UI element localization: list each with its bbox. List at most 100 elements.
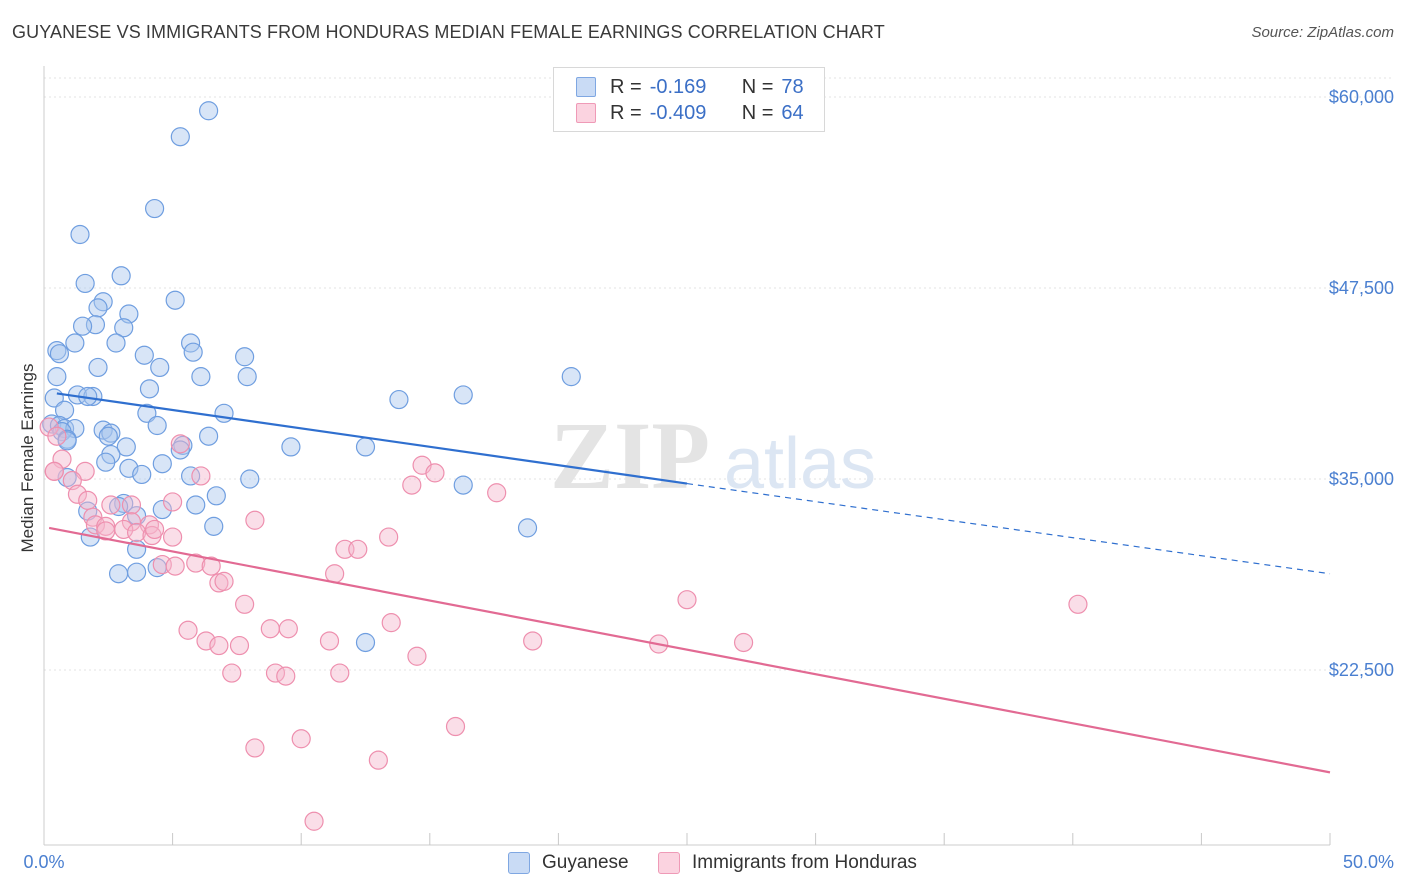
- y-tick-label: $35,000: [1329, 469, 1394, 489]
- point-honduras: [229, 635, 250, 656]
- point-honduras: [1068, 594, 1088, 614]
- point-honduras: [487, 483, 507, 503]
- point-guyanese: [49, 344, 70, 364]
- point-honduras: [47, 426, 67, 446]
- trend-lines: [48, 392, 1331, 774]
- point-honduras: [85, 515, 106, 535]
- y-axis-label: Median Female Earnings: [18, 364, 37, 553]
- point-honduras: [235, 594, 255, 614]
- point-guyanese: [139, 379, 160, 399]
- point-honduras: [379, 527, 399, 547]
- point-honduras: [319, 631, 340, 651]
- point-honduras: [325, 564, 345, 584]
- point-guyanese: [88, 298, 108, 318]
- point-guyanese: [137, 403, 157, 423]
- point-honduras: [276, 666, 296, 686]
- legend-row-guyanese: R = -0.169 N = 78: [576, 75, 804, 99]
- point-honduras: [170, 434, 190, 454]
- point-guyanese: [126, 562, 147, 582]
- chart-source: Source: ZipAtlas.com: [1251, 24, 1394, 41]
- point-guyanese: [47, 341, 67, 361]
- point-honduras: [368, 750, 388, 770]
- point-honduras: [425, 463, 445, 483]
- point-guyanese: [93, 420, 113, 440]
- point-guyanese: [237, 367, 257, 387]
- series-name: Immigrants from Honduras: [692, 852, 917, 873]
- point-guyanese: [186, 495, 206, 515]
- point-honduras: [191, 466, 211, 486]
- point-honduras: [348, 539, 368, 559]
- trend-line-honduras: [48, 526, 1331, 774]
- axis-labels: Median Female Earnings $60,000 $47,500 $35…: [18, 87, 1394, 872]
- point-honduras: [165, 556, 185, 576]
- point-honduras: [121, 495, 142, 515]
- legend-n-value: 64: [781, 101, 804, 124]
- point-guyanese: [355, 632, 376, 653]
- point-guyanese: [152, 499, 172, 520]
- point-guyanese: [199, 426, 219, 446]
- point-honduras: [201, 556, 221, 576]
- x-tick-label-max: 50.0%: [1343, 852, 1394, 872]
- legend-r-label: R =: [610, 101, 642, 124]
- point-guyanese: [281, 437, 301, 457]
- point-honduras: [163, 492, 183, 512]
- point-honduras: [209, 635, 229, 656]
- point-honduras: [126, 522, 147, 543]
- legend-n-label: N =: [741, 101, 774, 124]
- point-guyanese: [199, 101, 219, 121]
- series-legend-honduras: Immigrants from Honduras: [658, 852, 917, 874]
- series-swatch-honduras: [658, 852, 680, 874]
- point-guyanese: [181, 466, 201, 486]
- point-honduras: [402, 475, 422, 495]
- legend-swatch-guyanese: [576, 77, 596, 97]
- point-guyanese: [144, 198, 165, 219]
- chart-title: GUYANESE VS IMMIGRANTS FROM HONDURAS MED…: [12, 22, 885, 42]
- axes: [43, 66, 1331, 846]
- point-honduras: [78, 490, 98, 510]
- point-honduras: [178, 620, 198, 640]
- legend-swatch-honduras: [576, 103, 596, 123]
- point-guyanese: [235, 347, 255, 367]
- legend-n-label: N =: [741, 75, 774, 98]
- series-legend: Guyanese Immigrants from Honduras: [0, 852, 1406, 878]
- point-guyanese: [111, 266, 131, 286]
- point-guyanese: [152, 454, 172, 474]
- legend-r-value: -0.169: [649, 75, 707, 98]
- point-guyanese: [75, 273, 95, 294]
- point-guyanese: [134, 345, 154, 365]
- point-guyanese: [206, 486, 226, 506]
- point-guyanese: [96, 452, 116, 472]
- point-guyanese: [132, 464, 152, 485]
- point-honduras: [144, 519, 165, 540]
- point-honduras: [67, 484, 88, 504]
- point-honduras: [245, 510, 265, 530]
- correlation-legend: R = -0.169 N = 78 R = -0.409 N = 64: [553, 67, 825, 132]
- point-guyanese: [88, 357, 108, 378]
- point-honduras: [214, 571, 234, 591]
- point-guyanese: [47, 367, 67, 387]
- point-honduras: [222, 663, 242, 683]
- point-guyanese: [165, 290, 185, 310]
- point-guyanese: [106, 333, 126, 353]
- watermark-zip: ZIP: [550, 402, 710, 509]
- point-honduras: [96, 521, 116, 541]
- point-guyanese: [70, 224, 90, 245]
- point-guyanese: [93, 292, 113, 312]
- trend-line-guyanese-extension: [686, 482, 1331, 575]
- legend-r-label: R =: [610, 75, 642, 98]
- point-honduras: [381, 613, 401, 633]
- x-tick-label-min: 0.0%: [23, 852, 64, 872]
- point-guyanese: [147, 415, 167, 436]
- point-honduras: [523, 631, 543, 651]
- point-honduras: [52, 449, 72, 469]
- legend-n-value: 78: [781, 75, 804, 98]
- point-guyanese: [214, 403, 234, 423]
- point-guyanese: [561, 367, 581, 387]
- point-honduras: [677, 590, 697, 610]
- point-guyanese: [98, 426, 118, 446]
- y-tick-label: $22,500: [1329, 660, 1394, 680]
- point-honduras: [260, 619, 280, 639]
- point-honduras: [196, 631, 216, 651]
- point-guyanese: [204, 516, 224, 536]
